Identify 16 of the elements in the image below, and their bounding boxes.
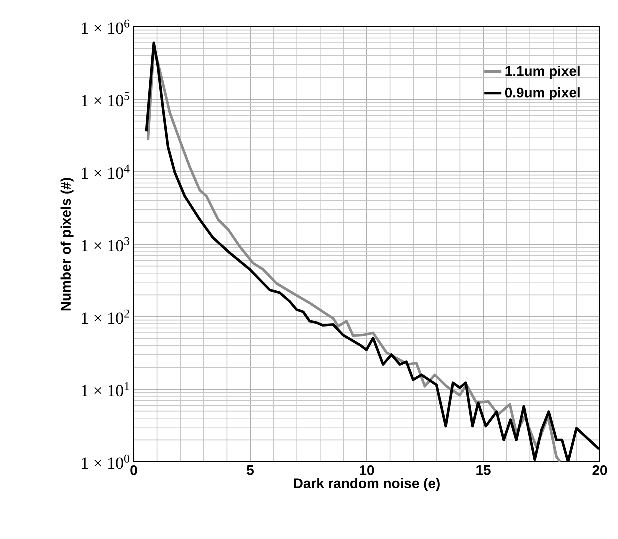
y-tick-label: 1 × 10$^{6}$ <box>82 20 130 34</box>
x-tick-label: 5 <box>247 466 254 476</box>
x-tick-label: 0 <box>130 466 138 476</box>
y-tick-label: 1 × 10$^{5}$ <box>82 92 130 107</box>
y-tick-label: 1 × 10$^{3}$ <box>82 237 130 252</box>
x-tick-label: 15 <box>476 466 491 476</box>
x-tick-label: 20 <box>592 466 608 476</box>
y-tick-label: 1 × 10$^{4}$ <box>82 164 130 180</box>
y-tick-label: 1 × 10$^{2}$ <box>82 310 130 324</box>
legend-label: 1.1um pixel <box>506 66 580 79</box>
y-tick-label: 1 × 10$^{0}$ <box>82 454 130 470</box>
y-axis-title: Number of pixels (#) <box>60 178 74 311</box>
x-axis-title: Dark random noise (e) <box>294 478 440 492</box>
legend-label: 0.9um pixel <box>505 88 580 101</box>
y-tick-label: 1 × 10$^{1}$ <box>82 382 130 397</box>
x-tick-label: 10 <box>360 466 374 476</box>
